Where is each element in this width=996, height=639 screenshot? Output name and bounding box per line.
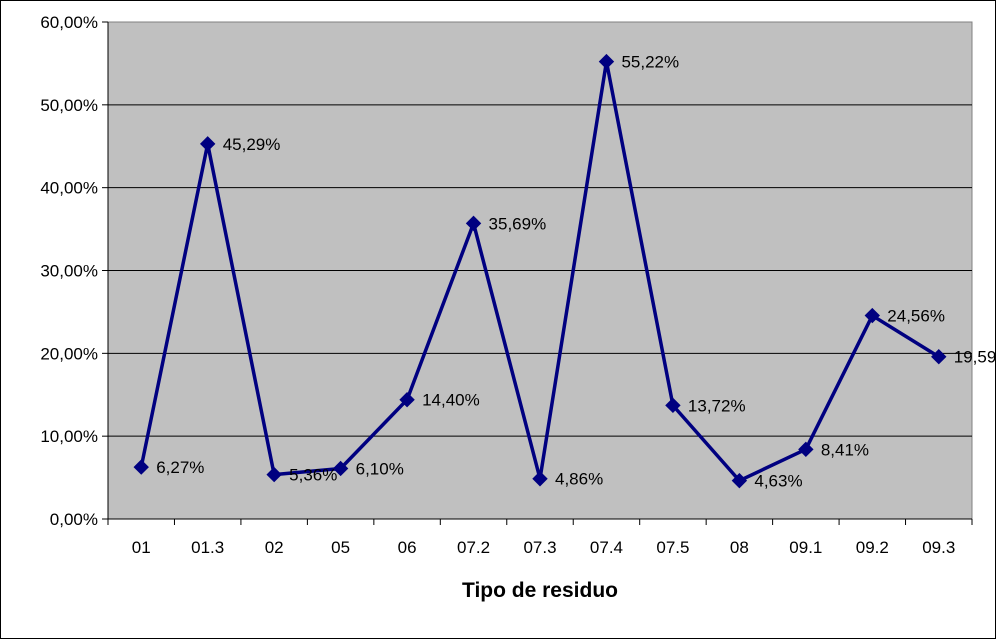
y-axis: 0,00% 10,00% 20,00% 30,00% 40,00% 50,00% 60,00… [40,13,109,529]
data-point-marker [532,471,548,487]
data-label: 35,69% [489,214,547,233]
x-tick-label: 05 [331,538,350,557]
x-tick-label: 09.3 [922,538,955,557]
data-point-marker [931,349,947,365]
data-label: 6,27% [156,458,204,477]
data-point-marker [266,466,282,483]
x-tick-label: 09.1 [789,538,822,557]
data-point-marker [864,307,881,324]
data-label: 19,59% [954,348,996,367]
data-point-marker [465,215,482,232]
data-point-marker [399,392,415,408]
series: 6,27% 45,29% 5,36% 6,10% 14,40% 35,69% 4,86% 55… [133,53,996,491]
y-tick-label: 10,00% [40,427,98,446]
x-tick-label: 07.3 [523,538,556,557]
x-tick-label: 09.2 [856,538,889,557]
data-point-marker [199,136,216,152]
y-tick-label: 0,00% [50,510,98,529]
data-point-marker [731,472,748,489]
x-tick-label: 07.2 [457,538,490,557]
y-tick-label: 40,00% [40,179,98,198]
x-axis-title: Tipo de residuo [462,579,618,602]
data-label: 8,41% [821,440,869,459]
data-label: 45,29% [223,135,281,154]
x-tick-label: 08 [730,538,749,557]
gridlines [108,104,972,437]
y-tick-label: 20,00% [40,344,98,363]
data-point-marker [133,459,149,475]
data-point-marker [798,441,814,458]
x-axis: 01 01.3 02 05 06 07.2 07.3 07.4 07.5 08 09.1 09.2 09… [107,518,973,557]
data-point-marker [598,53,615,70]
x-tick-label: 06 [398,538,417,557]
data-label: 13,72% [688,396,746,415]
x-tick-label: 01.3 [191,538,224,557]
data-label: 4,86% [555,470,603,489]
data-point-marker [665,397,681,414]
x-tick-label: 07.5 [656,538,689,557]
x-tick-label: 07.4 [590,538,623,557]
y-tick-label: 30,00% [40,262,98,281]
y-tick-label: 60,00% [40,13,98,32]
x-tick-label: 02 [265,538,284,557]
data-label: 4,63% [754,472,802,491]
data-point-marker [332,460,349,477]
data-label: 5,36% [289,466,337,485]
data-label: 14,40% [422,391,480,410]
data-label: 24,56% [887,307,945,326]
data-label: 55,22% [621,53,679,72]
data-label: 6,10% [356,459,404,478]
x-tick-label: 01 [132,538,151,557]
y-tick-label: 50,00% [40,96,98,115]
